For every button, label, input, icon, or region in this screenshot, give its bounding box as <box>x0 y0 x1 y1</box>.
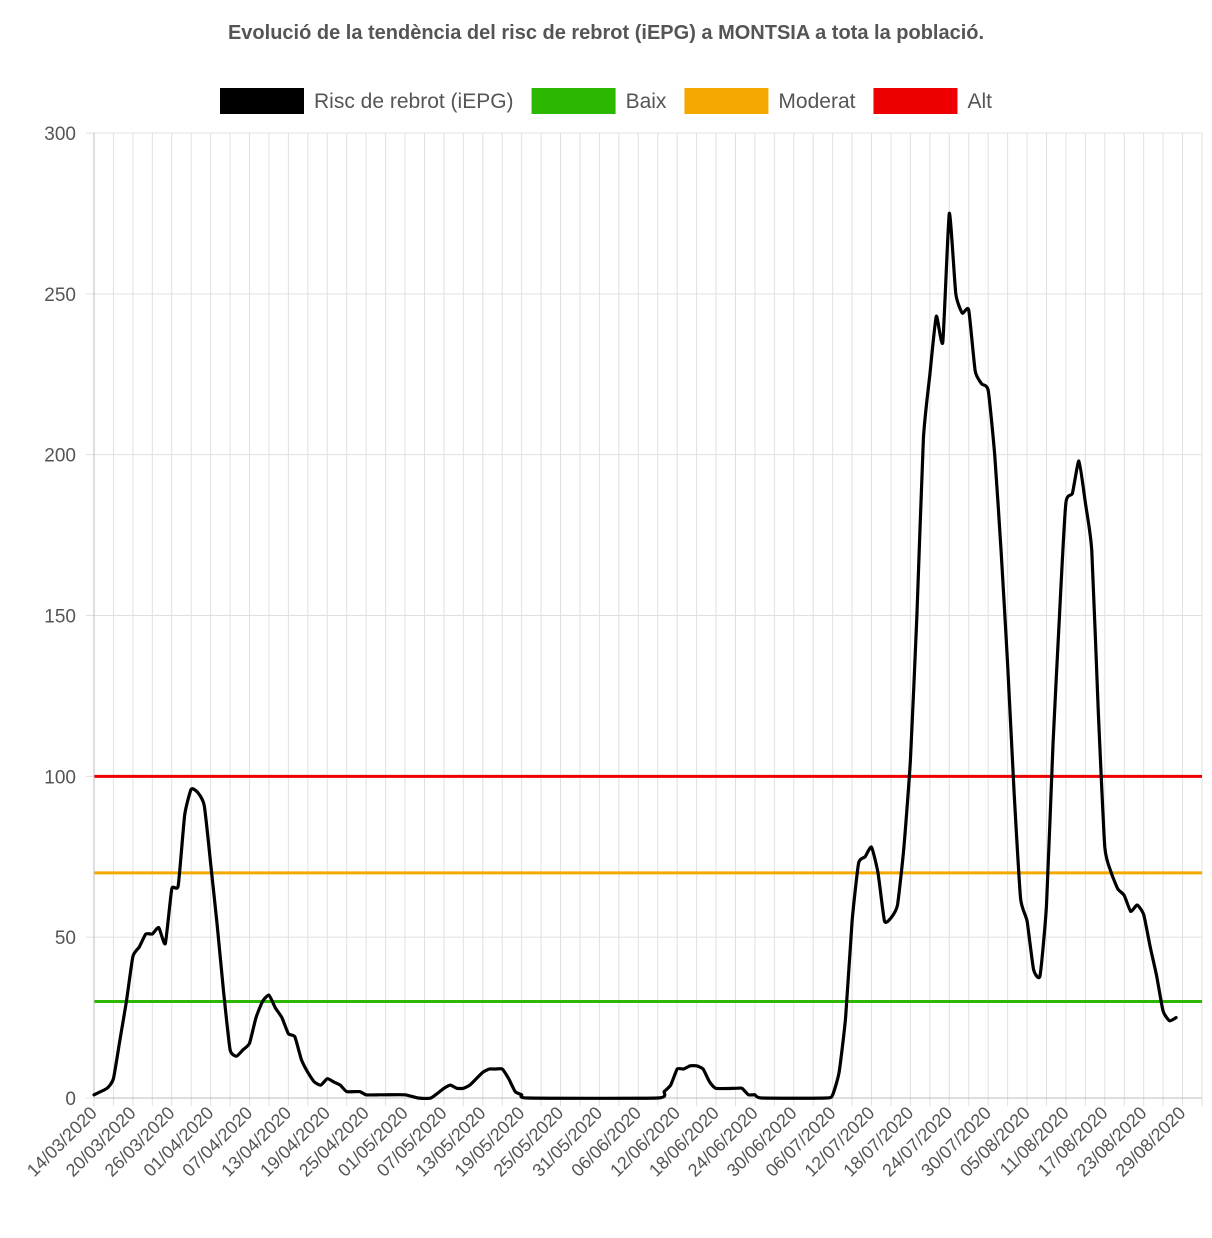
legend-swatch[interactable] <box>220 88 305 114</box>
legend-label: Alt <box>967 90 992 113</box>
y-tick-label: 100 <box>44 767 76 788</box>
legend-label: Risc de rebrot (iEPG) <box>314 90 514 113</box>
y-tick-label: 200 <box>44 446 76 467</box>
legend: Risc de rebrot (iEPG) Baix Moderat Alt <box>220 88 992 114</box>
legend-swatch[interactable] <box>873 88 958 114</box>
y-tick-label: 150 <box>44 607 76 628</box>
legend-label: Baix <box>626 90 667 113</box>
legend-swatch[interactable] <box>684 88 769 114</box>
grid-lines <box>86 132 1203 1106</box>
chart-title: Evolució de la tendència del risc de reb… <box>227 22 985 44</box>
series-line-iepg <box>92 211 1178 1101</box>
y-tick-label: 0 <box>65 1089 76 1110</box>
legend-swatch[interactable] <box>531 88 616 114</box>
legend-label: Moderat <box>778 90 855 113</box>
y-tick-label: 50 <box>55 928 76 949</box>
axes: 05010015020025030014/03/202020/03/202026… <box>23 124 1202 1181</box>
reference-lines <box>94 774 1202 1003</box>
y-tick-label: 300 <box>44 124 76 145</box>
series-lines <box>92 211 1178 1101</box>
y-tick-label: 250 <box>44 285 76 306</box>
